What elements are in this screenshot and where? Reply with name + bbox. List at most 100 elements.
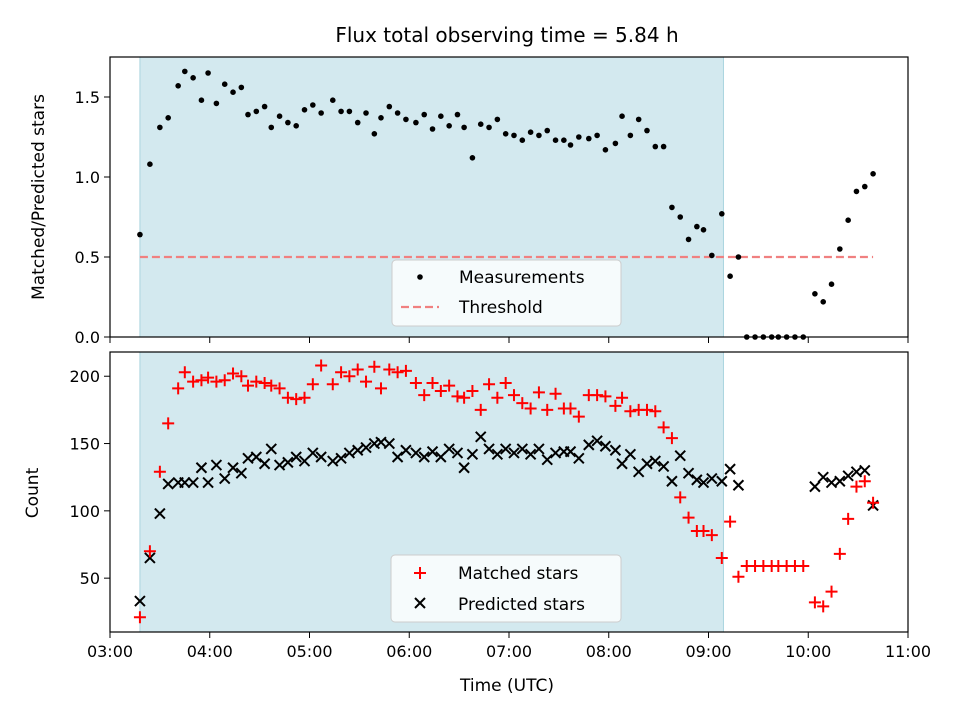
matched-stars-point [516, 397, 529, 410]
top-y-tick-label: 1.5 [75, 88, 100, 107]
measurement-point [735, 254, 742, 260]
predicted-stars-point [162, 478, 174, 490]
predicted-stars-point [666, 475, 678, 487]
measurement-point [685, 236, 692, 243]
predicted-stars-point [657, 460, 670, 473]
predicted-stars-point [451, 447, 464, 459]
legend-predicted-stars-label: Predicted stars [458, 595, 585, 615]
measurement-point [238, 84, 245, 91]
predicted-stars-point [210, 459, 223, 471]
matched-stars-point [298, 391, 311, 404]
measurement-point [652, 143, 659, 150]
matched-stars-point [227, 367, 240, 380]
measurement-point [175, 83, 181, 89]
measurement-point [338, 108, 344, 115]
matched-stars-point [499, 376, 512, 389]
matched-stars-point [399, 364, 412, 377]
measurement-point [536, 132, 542, 139]
bottom-y-axis-label: Count [23, 467, 43, 518]
bottom-x-tick-label: 07:00 [486, 642, 532, 661]
measurement-point [594, 132, 600, 139]
matched-stars-point [281, 391, 294, 404]
predicted-stars-point [134, 595, 146, 607]
matched-stars-point [153, 465, 166, 478]
predicted-stars-point [458, 462, 470, 474]
predicted-stars-point [716, 475, 728, 487]
measurement-point [527, 129, 534, 135]
matched-stars-point [143, 545, 156, 558]
predicted-stars-point [483, 443, 495, 455]
measurement-point [157, 124, 163, 131]
predicted-stars-point [682, 467, 695, 479]
bottom-x-tick-label: 03:00 [87, 642, 133, 661]
predicted-stars-point [360, 441, 372, 454]
predicted-stars-point [508, 447, 520, 459]
predicted-stars-point [809, 480, 821, 493]
matched-stars-point [290, 393, 303, 406]
predicted-stars-point [649, 455, 662, 467]
measurement-point [268, 124, 275, 131]
predicted-stars-point [187, 476, 199, 489]
chart-title: Flux total observing time = 5.84 h [335, 23, 678, 47]
matched-stars-point [326, 378, 339, 391]
predicted-stars-point [227, 462, 239, 474]
legend-threshold-label: Threshold [458, 298, 543, 318]
measurement-point [371, 131, 378, 137]
predicted-stars-point [564, 445, 577, 458]
matched-stars-point [187, 375, 200, 388]
matched-stars-point [833, 547, 846, 560]
measurement-point [301, 107, 308, 113]
bottom-x-tick-label: 08:00 [586, 642, 632, 661]
measurement-point [205, 70, 211, 76]
measurement-point [677, 214, 684, 220]
measurement-point [561, 137, 567, 143]
predicted-stars-point [491, 448, 504, 461]
matched-stars-point [265, 379, 278, 392]
legend-measurements-label: Measurements [459, 268, 585, 288]
measurement-point [363, 110, 369, 116]
measurement-point [602, 147, 609, 153]
x-axis-label: Time (UTC) [459, 676, 554, 696]
matched-stars-point [443, 379, 456, 392]
predicted-stars-point [265, 443, 277, 455]
predicted-stars-point [410, 447, 422, 459]
measurement-point [318, 110, 324, 116]
measurement-point [828, 281, 835, 288]
measurement-point [567, 142, 574, 148]
measurement-point [285, 119, 291, 126]
measurement-point [576, 134, 582, 140]
measurement-point [429, 126, 436, 132]
predicted-stars-point [609, 444, 622, 456]
measurement-point [245, 111, 251, 118]
matched-stars-point [218, 374, 231, 387]
bottom-y-tick-label: 200 [69, 367, 100, 386]
top-y-tick-label: 1.0 [75, 168, 100, 187]
measurement-point [635, 116, 642, 123]
predicted-stars-point [315, 451, 327, 463]
measurement-point [454, 111, 461, 118]
matched-stars-point [697, 525, 710, 538]
predicted-stars-point [400, 444, 412, 456]
matched-stars-point [195, 374, 208, 387]
matched-stars-point [724, 515, 737, 528]
measurement-point [354, 119, 361, 126]
predicted-stars-point [624, 448, 637, 461]
predicted-stars-point [443, 443, 455, 455]
matched-stars-point [434, 385, 447, 398]
bottom-x-tick-label: 09:00 [685, 642, 731, 661]
matched-stars-point [374, 382, 387, 395]
top-axes-frame [109, 56, 909, 338]
matched-stars-point [418, 389, 431, 402]
predicted-stars-point [817, 471, 829, 483]
measurement-point [544, 127, 551, 134]
predicted-stars-point [583, 439, 595, 451]
matched-stars-point [491, 391, 504, 404]
matched-stars-point [842, 512, 855, 525]
matched-stars-point [524, 402, 537, 415]
predicted-stars-point [466, 448, 479, 461]
legend-measurements-marker [417, 274, 423, 280]
predicted-stars-point [307, 447, 319, 459]
predicted-stars-point [724, 463, 736, 475]
measurement-point [137, 231, 143, 238]
